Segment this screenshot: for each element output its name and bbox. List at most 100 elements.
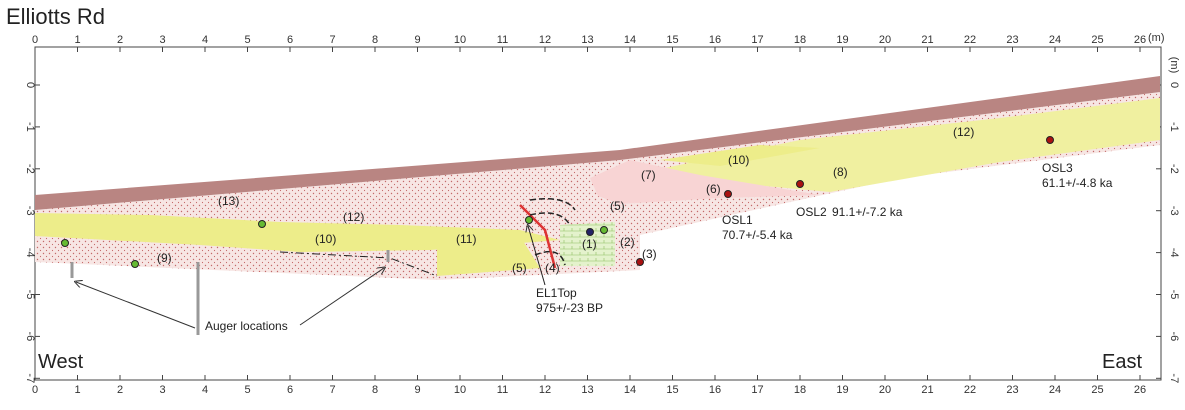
sample-label: OSL3: [1042, 161, 1073, 175]
x-tick-label: 19: [836, 34, 848, 46]
layer: [560, 222, 615, 266]
x-tick-label: 25: [1091, 34, 1103, 46]
arrow: [528, 226, 546, 286]
x-tick-label: 9: [414, 384, 420, 396]
layer-label: (5): [512, 261, 527, 275]
strata: [35, 76, 1160, 335]
y-tick-label: -2: [24, 164, 36, 174]
axis-unit: (m): [1148, 32, 1165, 44]
x-tick-label: 23: [1006, 384, 1018, 396]
layer-label: (12): [343, 210, 364, 224]
x-tick-label: 24: [1049, 34, 1061, 46]
x-tick-label: 6: [287, 34, 293, 46]
x-tick-label: 3: [159, 34, 165, 46]
title: Elliotts Rd: [6, 4, 105, 29]
x-tick-label: 7: [329, 384, 335, 396]
x-tick-label: 18: [794, 34, 806, 46]
layer-label: (7): [641, 168, 656, 182]
layer: [35, 213, 560, 252]
arrow: [299, 268, 384, 326]
y-tick-label: -6: [24, 332, 36, 342]
y-tick-label: -1: [1168, 122, 1180, 132]
x-tick-label: 21: [921, 384, 933, 396]
y-tick-label: 0: [1168, 82, 1180, 88]
annotation: West: [38, 351, 84, 373]
layer-label: (13): [218, 194, 239, 208]
x-tick-label: 17: [751, 34, 763, 46]
x-tick-label: 11: [497, 34, 508, 46]
annotation: East: [1102, 351, 1142, 373]
x-tick-label: 0: [32, 384, 38, 396]
x-tick-label: 0: [32, 34, 38, 46]
layer: [655, 98, 1160, 192]
x-tick-label: 18: [794, 384, 806, 396]
x-tick-label: 24: [1049, 384, 1061, 396]
sample-point: [600, 226, 608, 234]
layer-label: (11): [456, 232, 476, 246]
x-tick-label: 10: [454, 384, 466, 396]
y-tick-label: -3: [1168, 206, 1180, 216]
sample-age: 70.7+/-5.4 ka: [722, 228, 793, 242]
x-tick-label: 4: [202, 34, 208, 46]
x-tick-label: 5: [244, 384, 250, 396]
x-tick-label: 4: [202, 384, 208, 396]
layer-label: (6): [706, 182, 721, 196]
x-tick-label: 2: [117, 384, 123, 396]
sample-point: [724, 190, 732, 198]
x-tick-label: 26: [1134, 34, 1146, 46]
sample-point: [796, 180, 804, 188]
x-tick-label: 17: [751, 384, 763, 396]
layer-label: (3): [642, 247, 657, 261]
fault: [519, 204, 557, 269]
x-tick-label: 13: [581, 34, 593, 46]
layer-labels: (13) (12) (12) (10) (10) (11) (9) (8) (7…: [157, 125, 974, 275]
sample-point: [131, 260, 139, 268]
y-tick-label: -1: [24, 122, 36, 132]
layer: [35, 76, 1160, 210]
x-tick-label: 14: [624, 384, 636, 396]
layer: [437, 236, 540, 276]
y-tick-label: -2: [1168, 164, 1180, 174]
layer-label: (4): [545, 261, 560, 275]
sample-point: [636, 258, 644, 266]
x-tick-label: 7: [329, 34, 335, 46]
x-tick-label: 12: [539, 384, 551, 396]
layer: [660, 145, 820, 166]
x-tick-label: 14: [624, 34, 636, 46]
layer-label: (8): [833, 165, 848, 179]
sample-label: EL1Top: [536, 286, 577, 300]
layer-label: (5): [610, 199, 625, 213]
x-tick-label: 1: [74, 384, 80, 396]
y-tick-label: -4: [24, 248, 36, 258]
x-tick-label: 12: [539, 34, 551, 46]
y-tick-label: -5: [1168, 290, 1180, 300]
arrow: [76, 282, 196, 329]
y-tick-label: -7: [24, 373, 36, 383]
x-tick-label: 16: [709, 34, 721, 46]
sample-point: [1046, 136, 1054, 144]
x-tick-label: 8: [372, 34, 378, 46]
x-tick-label: 5: [244, 34, 250, 46]
x-tick-label: 1: [74, 34, 80, 46]
x-tick-label: 26: [1134, 384, 1146, 396]
x-tick-label: 8: [372, 384, 378, 396]
x-tick-label: 19: [836, 384, 848, 396]
x-tick-label: 15: [666, 384, 678, 396]
layer-label: (2): [620, 235, 635, 249]
x-tick-label: 23: [1006, 34, 1018, 46]
x-tick-label: 22: [964, 34, 976, 46]
annotation: Auger locations: [205, 319, 288, 333]
x-tick-label: 3: [159, 384, 165, 396]
sample-point: [525, 216, 533, 224]
x-tick-label: 20: [879, 34, 891, 46]
sample-label: OSL1: [722, 213, 753, 227]
sample-age: 91.1+/-7.2 ka: [832, 205, 903, 219]
y-tick-label: -3: [24, 206, 36, 216]
x-tick-label: 13: [581, 384, 593, 396]
x-tick-label: 2: [117, 34, 123, 46]
layer-label: (9): [157, 251, 172, 265]
x-tick-label: 21: [921, 34, 933, 46]
y-tick-label: -4: [1168, 248, 1180, 258]
x-tick-label: 20: [879, 384, 891, 396]
